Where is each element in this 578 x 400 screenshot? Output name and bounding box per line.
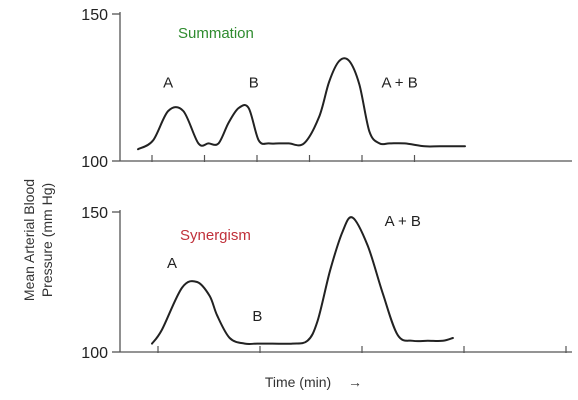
y-tick-label: 100 bbox=[81, 154, 108, 171]
curve-annotation: A bbox=[167, 255, 177, 272]
y-tick-label: 150 bbox=[81, 7, 108, 24]
y-tick-label: 100 bbox=[81, 345, 108, 362]
curve-annotation: A + B bbox=[381, 75, 417, 92]
y-axis-label-line-2: Pressure (mm Hg) bbox=[39, 183, 55, 297]
series-line bbox=[137, 57, 466, 151]
y-tick-label: 150 bbox=[81, 205, 108, 222]
curve-annotation: B bbox=[249, 75, 259, 92]
summation-panel: 150 100 Summation A B A + B bbox=[81, 7, 572, 171]
panel-title: Synergism bbox=[180, 227, 251, 244]
x-axis-label: Time (min) bbox=[265, 374, 331, 390]
panel-title: Summation bbox=[178, 25, 254, 42]
series-line bbox=[151, 216, 454, 345]
curve-annotation: A + B bbox=[385, 213, 421, 230]
curve-annotation: B bbox=[252, 308, 262, 325]
x-axis-arrow: → bbox=[348, 374, 362, 390]
y-axis-label-line-1: Mean Arterial Blood bbox=[21, 179, 37, 301]
curve-annotation: A bbox=[163, 75, 173, 92]
